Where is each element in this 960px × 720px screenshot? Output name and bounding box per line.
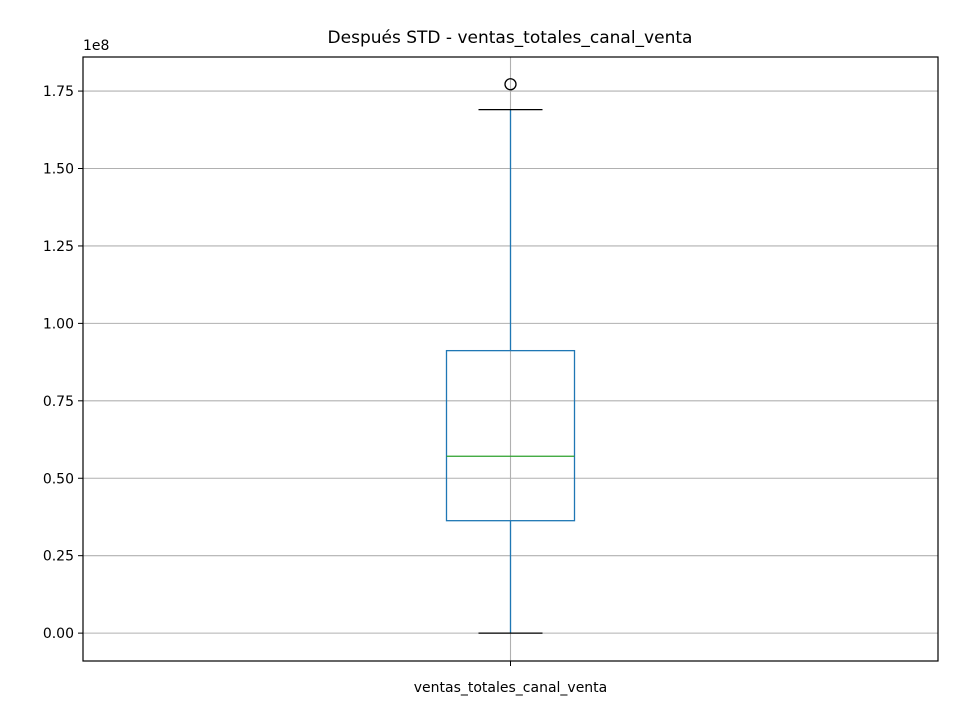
y-tick-label: 0.25 — [43, 549, 74, 565]
y-tick-label: 1.25 — [43, 239, 74, 255]
y-tick-label: 0.75 — [43, 394, 74, 410]
y-tick-label: 0.00 — [43, 626, 74, 642]
y-tick-label: 1.50 — [43, 162, 74, 178]
outlier-point — [504, 78, 517, 91]
y-tick-label: 0.50 — [43, 471, 74, 487]
plot-frame — [82, 56, 939, 662]
y-axis-ticks: 0.00 0.25 0.50 0.75 1.00 1.25 1.50 1.75 — [43, 84, 83, 642]
chart-title: Después STD - ventas_totales_canal_venta — [328, 28, 693, 48]
box-series — [445, 78, 576, 634]
y-offset-label: 1e8 — [83, 38, 109, 54]
iqr-box — [445, 349, 576, 522]
x-axis-ticks: ventas_totales_canal_venta — [414, 661, 608, 696]
y-tick-label: 1.75 — [43, 84, 74, 100]
x-tick-label: ventas_totales_canal_venta — [414, 680, 608, 696]
y-tick-label: 1.00 — [43, 316, 74, 332]
